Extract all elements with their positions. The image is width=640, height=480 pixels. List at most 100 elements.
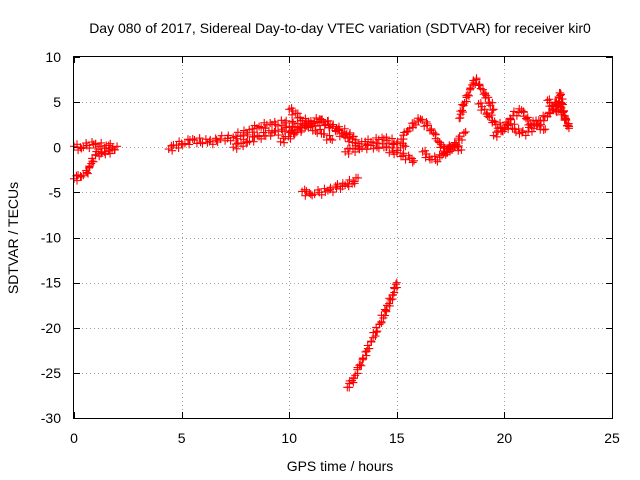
- data-point: [430, 152, 439, 161]
- series-arc-11: [418, 141, 466, 166]
- data-point: [180, 139, 189, 148]
- data-point: [461, 127, 470, 136]
- data-point: [399, 135, 408, 144]
- data-point: [552, 107, 561, 116]
- data-point: [185, 140, 194, 149]
- data-point: [293, 109, 302, 118]
- data-point: [356, 360, 365, 369]
- data-point: [277, 125, 286, 134]
- data-point: [358, 355, 367, 364]
- y-tick-label: -10: [41, 230, 61, 246]
- data-point: [365, 344, 374, 353]
- data-point: [310, 190, 319, 199]
- data-point: [301, 191, 310, 200]
- data-point: [188, 135, 197, 144]
- data-point: [382, 142, 391, 151]
- data-point: [388, 134, 397, 143]
- data-point: [408, 158, 417, 167]
- data-point: [423, 119, 432, 128]
- y-tick-label: -25: [41, 365, 61, 381]
- data-point: [418, 115, 427, 124]
- data-point: [498, 127, 507, 136]
- y-tick-label: 0: [53, 139, 61, 155]
- data-point: [89, 157, 98, 166]
- data-point: [357, 361, 366, 370]
- data-point: [362, 145, 371, 154]
- data-point: [374, 144, 383, 153]
- series-arc-12: [455, 74, 498, 123]
- data-point: [416, 115, 425, 124]
- data-point: [392, 278, 401, 287]
- data-point: [325, 131, 334, 140]
- data-point: [280, 118, 289, 127]
- data-point: [273, 121, 282, 130]
- y-tick-label: -30: [41, 410, 61, 426]
- data-point: [279, 134, 288, 143]
- data-point: [435, 138, 444, 147]
- x-tick-labels: 0 5 10 15 20 25: [70, 430, 620, 446]
- data-point: [476, 99, 485, 108]
- data-point: [320, 129, 329, 138]
- y-tick-label: -20: [41, 320, 61, 336]
- data-point: [95, 142, 104, 151]
- x-axis-label: GPS time / hours: [287, 458, 394, 474]
- plot-frame: [73, 56, 613, 419]
- data-point: [518, 126, 527, 135]
- x-tick-label: 25: [604, 430, 620, 446]
- data-point: [464, 91, 473, 100]
- data-point: [466, 84, 475, 93]
- data-point: [421, 146, 430, 155]
- data-point: [297, 127, 306, 136]
- data-point: [318, 115, 327, 124]
- data-point: [85, 162, 94, 171]
- data-point: [477, 106, 486, 115]
- data-point: [541, 125, 550, 134]
- data-point: [431, 130, 440, 139]
- data-point: [84, 169, 93, 178]
- x-tick-label: 10: [281, 430, 297, 446]
- data-point: [460, 99, 469, 108]
- data-point: [328, 188, 337, 197]
- data-point: [340, 124, 349, 133]
- data-point: [216, 135, 225, 144]
- data-point: [431, 155, 440, 164]
- data-point: [85, 163, 94, 172]
- data-point: [367, 337, 376, 346]
- y-axis-label: SDTVAR / TECUs: [5, 182, 21, 294]
- data-point: [487, 111, 496, 120]
- data-point: [377, 318, 386, 327]
- y-tick-label: 5: [53, 94, 61, 110]
- data-point: [491, 120, 500, 129]
- data-point: [73, 176, 82, 185]
- data-point: [457, 135, 466, 144]
- y-tick-label: -5: [49, 184, 62, 200]
- data-point: [333, 180, 342, 189]
- chart-title: Day 080 of 2017, Sidereal Day-to-day VTE…: [89, 20, 591, 36]
- data-point: [243, 130, 252, 139]
- data-point: [110, 145, 119, 154]
- data-point: [445, 141, 454, 150]
- data-point: [309, 119, 318, 128]
- data-point: [488, 106, 497, 115]
- data-point: [410, 118, 419, 127]
- data-point: [460, 128, 469, 137]
- data-point: [401, 142, 410, 151]
- data-point: [441, 150, 450, 159]
- data-point: [239, 142, 248, 151]
- data-point: [301, 114, 310, 123]
- series-arc-2: [70, 144, 119, 185]
- data-point: [433, 136, 442, 145]
- data-point: [425, 126, 434, 135]
- data-point: [334, 125, 343, 134]
- data-point: [539, 111, 548, 120]
- data-point: [453, 142, 462, 151]
- data-point: [509, 107, 518, 116]
- data-point: [343, 133, 352, 142]
- data-point: [270, 127, 279, 136]
- data-point: [522, 114, 531, 123]
- data-point: [97, 149, 106, 158]
- data-point: [539, 116, 548, 125]
- data-point: [212, 136, 221, 145]
- data-point: [257, 123, 266, 132]
- data-point: [559, 107, 568, 116]
